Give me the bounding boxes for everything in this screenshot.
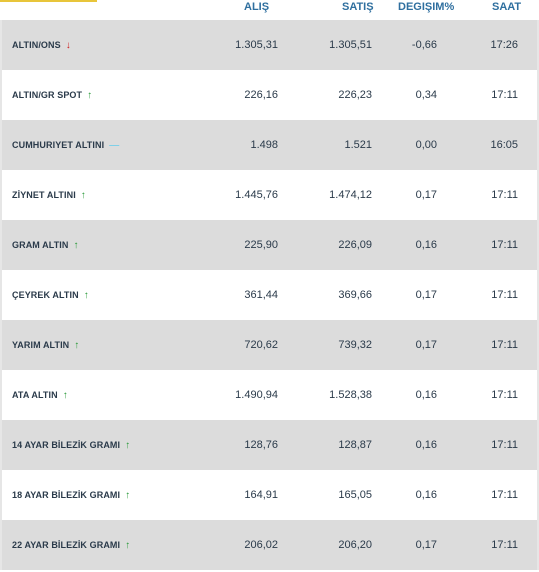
- saat-value: 17:11: [491, 539, 518, 551]
- alis-value: 206,02: [244, 539, 278, 551]
- satis-value: 226,09: [338, 239, 372, 251]
- table-row[interactable]: YARIM ALTIN ↑ 720,62 739,32 0,17 17:11: [0, 320, 539, 370]
- degisim-value: 0,17: [415, 189, 437, 201]
- alis-value: 1.445,76: [235, 189, 278, 201]
- table-row[interactable]: ÇEYREK ALTIN ↑ 361,44 369,66 0,17 17:11: [0, 270, 539, 320]
- gold-price-table: ALTIN/ONS ↓ 1.305,31 1.305,51 -0,66 17:26 ALTI…: [0, 20, 539, 570]
- degisim-value: 0,00: [415, 139, 437, 151]
- instrument-name[interactable]: 14 AYAR BİLEZİK GRAMI ↑: [12, 420, 130, 470]
- arrow-up-icon: ↑: [80, 190, 86, 201]
- instrument-name[interactable]: CUMHURIYET ALTINI —: [12, 120, 119, 170]
- alis-value: 1.498: [250, 139, 278, 151]
- satis-value: 206,20: [338, 539, 372, 551]
- instrument-name[interactable]: YARIM ALTIN ↑: [12, 320, 79, 370]
- arrow-up-icon: ↑: [62, 390, 68, 401]
- saat-value: 17:11: [491, 439, 518, 451]
- saat-value: 17:11: [491, 89, 518, 101]
- alis-value: 225,90: [244, 239, 278, 251]
- instrument-name-label: ALTIN/ONS: [12, 40, 61, 50]
- saat-value: 17:26: [490, 39, 518, 51]
- alis-value: 1.490,94: [235, 389, 278, 401]
- instrument-name[interactable]: ZİYNET ALTINI ↑: [12, 170, 86, 220]
- degisim-value: 0,34: [415, 89, 437, 101]
- satis-value: 1.474,12: [329, 189, 372, 201]
- saat-value: 17:11: [491, 189, 518, 201]
- satis-value: 1.305,51: [329, 39, 372, 51]
- column-header-saat: SAAT: [492, 1, 522, 13]
- table-row[interactable]: ALTIN/ONS ↓ 1.305,31 1.305,51 -0,66 17:26: [0, 20, 539, 70]
- arrow-up-icon: ↑: [73, 240, 79, 251]
- satis-value: 1.521: [344, 139, 372, 151]
- accent-line: [0, 0, 97, 2]
- degisim-value: 0,16: [415, 489, 437, 501]
- arrow-up-icon: ↑: [74, 340, 80, 351]
- satis-value: 1.528,38: [329, 389, 372, 401]
- instrument-name-label: ATA ALTIN: [12, 390, 58, 400]
- table-row[interactable]: ZİYNET ALTINI ↑ 1.445,76 1.474,12 0,17 17:11: [0, 170, 539, 220]
- saat-value: 17:11: [491, 389, 518, 401]
- satis-value: 165,05: [338, 489, 372, 501]
- saat-value: 17:11: [491, 239, 518, 251]
- instrument-name[interactable]: 18 AYAR BİLEZİK GRAMI ↑: [12, 470, 130, 520]
- instrument-name[interactable]: ATA ALTIN ↑: [12, 370, 68, 420]
- saat-value: 16:05: [490, 139, 518, 151]
- instrument-name-label: 14 AYAR BİLEZİK GRAMI: [12, 440, 121, 450]
- degisim-value: -0,66: [411, 39, 437, 51]
- degisim-value: 0,17: [415, 539, 437, 551]
- degisim-value: 0,16: [415, 239, 437, 251]
- instrument-name-label: 22 AYAR BİLEZİK GRAMI: [12, 540, 121, 550]
- satis-value: 369,66: [338, 289, 372, 301]
- instrument-name[interactable]: ALTIN/GR SPOT ↑: [12, 70, 92, 120]
- arrow-up-icon: ↑: [125, 440, 131, 451]
- alis-value: 1.305,31: [235, 39, 278, 51]
- saat-value: 17:11: [491, 489, 518, 501]
- alis-value: 226,16: [244, 89, 278, 101]
- table-row[interactable]: ALTIN/GR SPOT ↑ 226,16 226,23 0,34 17:11: [0, 70, 539, 120]
- instrument-name-label: YARIM ALTIN: [12, 340, 70, 350]
- arrow-up-icon: ↑: [125, 540, 131, 551]
- column-header-degisim: DEGIŞIM%: [398, 1, 455, 13]
- satis-value: 739,32: [338, 339, 372, 351]
- degisim-value: 0,16: [415, 389, 437, 401]
- arrow-up-icon: ↑: [83, 290, 89, 301]
- degisim-value: 0,17: [415, 339, 437, 351]
- alis-value: 361,44: [244, 289, 278, 301]
- table-row[interactable]: 14 AYAR BİLEZİK GRAMI ↑ 128,76 128,87 0,16 17…: [0, 420, 539, 470]
- arrow-down-icon: ↓: [65, 40, 71, 51]
- saat-value: 17:11: [491, 289, 518, 301]
- dash-icon: —: [109, 140, 120, 151]
- instrument-name-label: GRAM ALTIN: [12, 240, 69, 250]
- instrument-name-label: 18 AYAR BİLEZİK GRAMI: [12, 490, 121, 500]
- table-row[interactable]: 18 AYAR BİLEZİK GRAMI ↑ 164,91 165,05 0,16 17…: [0, 470, 539, 520]
- alis-value: 128,76: [244, 439, 278, 451]
- table-row[interactable]: CUMHURIYET ALTINI — 1.498 1.521 0,00 16:05: [0, 120, 539, 170]
- table-header: ALIŞ SATIŞ DEGIŞIM% SAAT: [0, 0, 539, 19]
- column-header-alis: ALIŞ: [244, 1, 270, 13]
- satis-value: 226,23: [338, 89, 372, 101]
- table-row[interactable]: GRAM ALTIN ↑ 225,90 226,09 0,16 17:11: [0, 220, 539, 270]
- table-row[interactable]: ATA ALTIN ↑ 1.490,94 1.528,38 0,16 17:11: [0, 370, 539, 420]
- arrow-up-icon: ↑: [87, 90, 93, 101]
- alis-value: 720,62: [244, 339, 278, 351]
- table-row[interactable]: 22 AYAR BİLEZİK GRAMI ↑ 206,02 206,20 0,17 17…: [0, 520, 539, 570]
- degisim-value: 0,16: [415, 439, 437, 451]
- saat-value: 17:11: [491, 339, 518, 351]
- instrument-name-label: CUMHURIYET ALTINI: [12, 140, 105, 150]
- satis-value: 128,87: [338, 439, 372, 451]
- degisim-value: 0,17: [415, 289, 437, 301]
- instrument-name-label: ÇEYREK ALTIN: [12, 290, 79, 300]
- instrument-name-label: ALTIN/GR SPOT: [12, 90, 83, 100]
- column-header-satis: SATIŞ: [342, 1, 374, 13]
- instrument-name[interactable]: ÇEYREK ALTIN ↑: [12, 270, 89, 320]
- instrument-name-label: ZİYNET ALTINI: [12, 190, 76, 200]
- instrument-name[interactable]: GRAM ALTIN ↑: [12, 220, 79, 270]
- instrument-name[interactable]: ALTIN/ONS ↓: [12, 20, 71, 70]
- instrument-name[interactable]: 22 AYAR BİLEZİK GRAMI ↑: [12, 520, 130, 570]
- arrow-up-icon: ↑: [125, 490, 131, 501]
- alis-value: 164,91: [244, 489, 278, 501]
